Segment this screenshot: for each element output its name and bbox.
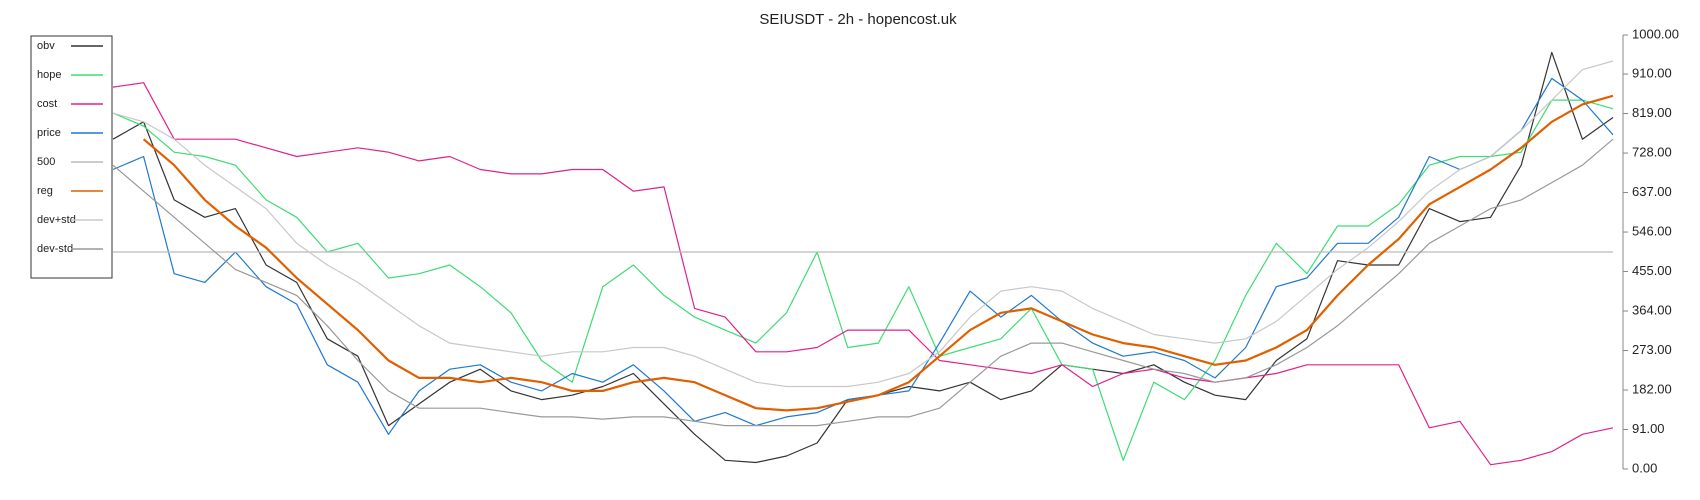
- legend-label: cost: [37, 98, 57, 110]
- y-tick-label: 728.00: [1632, 144, 1672, 159]
- series-line: [112, 51, 1614, 464]
- legend-label: price: [37, 127, 61, 139]
- y-tick-label: 0.00: [1632, 460, 1657, 475]
- series-line: [112, 77, 1614, 435]
- legend-label: hope: [37, 69, 61, 81]
- series-line: [112, 138, 1614, 427]
- y-tick-label: 364.00: [1632, 302, 1672, 317]
- legend-label: dev+std: [37, 214, 76, 226]
- series-line: [112, 99, 1614, 461]
- chart-title: SEIUSDT - 2h - hopencost.uk: [759, 11, 957, 28]
- y-tick-label: 546.00: [1632, 223, 1672, 238]
- y-tick-label: 637.00: [1632, 184, 1672, 199]
- series-line: [112, 60, 1614, 388]
- legend-label: reg: [37, 185, 53, 197]
- y-tick-label: 910.00: [1632, 65, 1672, 80]
- y-tick-label: 273.00: [1632, 342, 1672, 357]
- legend: obv hope cost price 500 reg dev+std dev-std: [30, 35, 113, 279]
- y-tick-label: 182.00: [1632, 381, 1672, 396]
- y-tick-label: 455.00: [1632, 263, 1672, 278]
- series-line: [112, 82, 1614, 466]
- y-tick-label: 1000.00: [1632, 26, 1679, 41]
- y-tick-label: 91.00: [1632, 421, 1665, 436]
- legend-label: 500: [37, 156, 55, 168]
- legend-box: [30, 35, 113, 279]
- legend-label: dev-std: [37, 243, 73, 255]
- y-tick-label: 819.00: [1632, 105, 1672, 120]
- legend-label: obv: [37, 40, 55, 52]
- series-line: [142, 94, 1614, 412]
